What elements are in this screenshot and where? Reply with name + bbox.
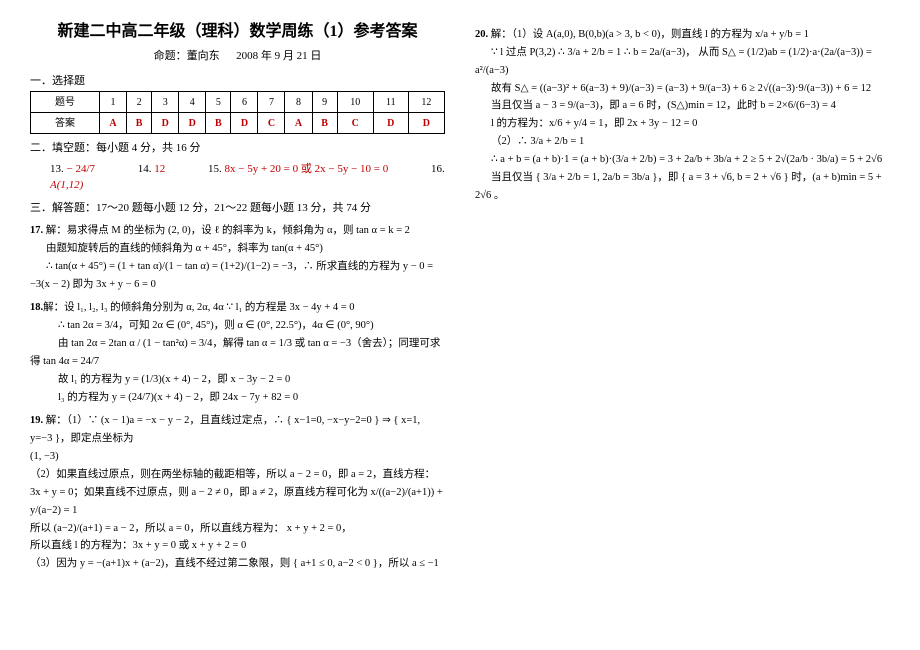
q17-num: 17.: [30, 225, 43, 236]
q20-line8: 当且仅当 { 3/a + 2/b = 1, 2a/b = 3b/a }，即 { …: [475, 172, 882, 201]
q17-line2: 由题知旋转后的直线的倾斜角为 α + 45°，斜率为 tan(α + 45°): [46, 243, 323, 254]
answer-col-num: 6: [231, 92, 258, 113]
answer-cell: A: [99, 113, 126, 134]
answer-col-num: 8: [285, 92, 312, 113]
section1-label: 一．选择题: [30, 73, 445, 90]
fill-14: 14. 12: [138, 163, 186, 175]
q19-line6: （3）因为 y = −(a+1)x + (a−2)，直线不经过第二象限，则 { …: [30, 558, 439, 569]
q19-line5: 所以直线 l 的方程为：3x + y = 0 或 x + y + 2 = 0: [30, 540, 246, 551]
answer-col-num: 4: [179, 92, 206, 113]
right-column: 20. 解：（1）设 A(a,0), B(0,b)(a > 3, b < 0)，…: [475, 20, 890, 579]
q20-line1: 解：（1）设 A(a,0), B(0,b)(a > 3, b < 0)，则直线 …: [491, 29, 809, 40]
answer-cell: B: [312, 113, 337, 134]
q19-line3: 3x + y = 0；如果直线不过原点，则 a − 2 ≠ 0，即 a ≠ 2，…: [30, 487, 443, 516]
date: 2008 年 9 月 21 日: [236, 50, 321, 62]
row-label: 答案: [31, 113, 100, 134]
fill-answers: 13. − 24/7 14. 12 15. 8x − 5y + 20 = 0 或…: [50, 161, 445, 194]
q19: 19. 解：（1）∵ (x − 1)a = −x − y − 2，且直线过定点，…: [30, 412, 445, 573]
q18-line3: 由 tan 2α = 2tan α / (1 − tan²α) = 3/4，解得…: [30, 338, 440, 367]
q20-line3: 故有 S△ = ((a−3)² + 6(a−3) + 9)/(a−3) = (a…: [491, 83, 871, 94]
fill-15: 15. 8x − 5y + 20 = 0 或 2x − 5y − 10 = 0: [208, 163, 408, 175]
answer-cell: D: [373, 113, 408, 134]
header-label: 题号: [31, 92, 100, 113]
answer-cell: D: [231, 113, 258, 134]
q20-line2: ∵ l 过点 P(3,2) ∴ 3/a + 2/b = 1 ∴ b = 2a/(…: [475, 47, 872, 76]
q20-line6: （2）∴ 3/a + 2/b = 1: [491, 136, 584, 147]
q18-line2: ∴ tan 2α = 3/4，可知 2α ∈ (0°, 45°)，则 α ∈ (…: [58, 320, 374, 331]
fill-13: 13. − 24/7: [50, 163, 115, 175]
q18-line1: 解：设 l₁, l₂, l₃ 的倾斜角分别为 α, 2α, 4α ∵ l₁ 的方…: [43, 302, 354, 313]
answer-cell: D: [152, 113, 179, 134]
q18-line5: l₃ 的方程为 y = (24/7)(x + 4) − 2，即 24x − 7y…: [58, 392, 298, 403]
section2-label: 二．填空题：每小题 4 分，共 16 分: [30, 140, 445, 157]
answer-cell: D: [179, 113, 206, 134]
left-column: 新建二中高二年级（理科）数学周练（1）参考答案 命题：董向东 2008 年 9 …: [30, 20, 445, 579]
q20-line5: l 的方程为：x/6 + y/4 = 1，即 2x + 3y − 12 = 0: [491, 118, 697, 129]
q18: 18.解：设 l₁, l₂, l₃ 的倾斜角分别为 α, 2α, 4α ∵ l₁…: [30, 299, 445, 406]
answer-col-num: 10: [337, 92, 373, 113]
answer-cell: B: [206, 113, 231, 134]
answer-cell: A: [285, 113, 312, 134]
q20-line4: 当且仅当 a − 3 = 9/(a−3)，即 a = 6 时，(S△)min =…: [491, 100, 836, 111]
q19-num: 19.: [30, 415, 43, 426]
answer-col-num: 11: [373, 92, 408, 113]
q19-line2: （2）如果直线过原点，则在两坐标轴的截距相等，所以 a − 2 = 0，即 a …: [30, 469, 435, 480]
answer-cell: B: [126, 113, 151, 134]
answer-col-num: 12: [408, 92, 444, 113]
answer-col-num: 5: [206, 92, 231, 113]
subtitle: 命题：董向东 2008 年 9 月 21 日: [30, 48, 445, 65]
q20: 20. 解：（1）设 A(a,0), B(0,b)(a > 3, b < 0)，…: [475, 26, 890, 204]
answer-cell: C: [337, 113, 373, 134]
answer-col-num: 1: [99, 92, 126, 113]
section3-label: 三．解答题：17～20 题每小题 12 分，21～22 题每小题 13 分，共 …: [30, 200, 445, 217]
answer-col-num: 3: [152, 92, 179, 113]
answer-col-num: 2: [126, 92, 151, 113]
q18-num: 18.: [30, 302, 43, 313]
title: 新建二中高二年级（理科）数学周练（1）参考答案: [30, 20, 445, 44]
q19-line4: 所以 (a−2)/(a+1) = a − 2，所以 a = 0，所以直线方程为：…: [30, 523, 352, 534]
q17-line3: ∴ tan(α + 45°) = (1 + tan α)/(1 − tan α)…: [30, 261, 433, 290]
q18-line4: 故 l₁ 的方程为 y = (1/3)(x + 4) − 2，即 x − 3y …: [58, 374, 290, 385]
answer-col-num: 9: [312, 92, 337, 113]
q19-line1b: (1, −3): [30, 451, 59, 462]
q17: 17. 解：易求得点 M 的坐标为 (2, 0)，设 ℓ 的斜率为 k，倾斜角为…: [30, 222, 445, 293]
answer-table: 题号123456789101112 答案ABDDBDCABCDD: [30, 91, 445, 134]
q19-line1: 解：（1）∵ (x − 1)a = −x − y − 2，且直线过定点，∴ { …: [30, 415, 420, 444]
q17-line1: 解：易求得点 M 的坐标为 (2, 0)，设 ℓ 的斜率为 k，倾斜角为 α，则…: [46, 225, 410, 236]
q20-line7: ∴ a + b = (a + b)·1 = (a + b)·(3/a + 2/b…: [491, 154, 882, 165]
answer-cell: D: [408, 113, 444, 134]
answer-cell: C: [258, 113, 285, 134]
answer-col-num: 7: [258, 92, 285, 113]
author: 命题：董向东: [154, 50, 220, 62]
q20-num: 20.: [475, 29, 488, 40]
